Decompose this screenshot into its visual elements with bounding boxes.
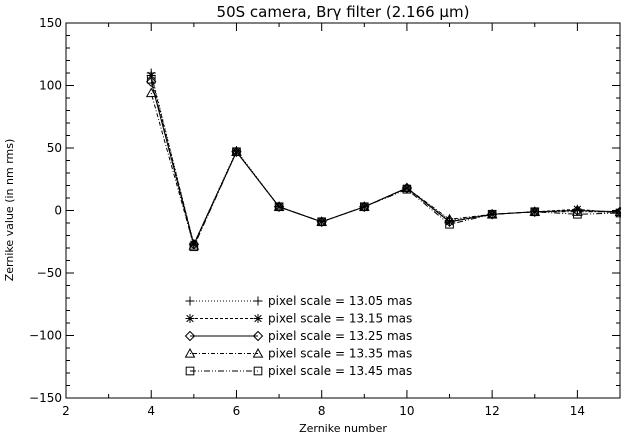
- y-tick-label: 150: [39, 16, 62, 30]
- data-point: [614, 206, 621, 216]
- data-point: [188, 239, 200, 250]
- axes: 2 4 6 8 10 12 14 −150 −100 −50 0 50 100 150: [29, 16, 620, 418]
- series-2: [146, 71, 621, 249]
- x-tick-label: 4: [147, 404, 155, 418]
- x-tick-label: 14: [570, 404, 585, 418]
- legend-label: pixel scale = 13.45 mas: [268, 364, 412, 378]
- data-point: [486, 209, 498, 220]
- data-point: [401, 182, 413, 194]
- data-point: [445, 219, 454, 229]
- y-tick-label: −100: [29, 329, 62, 343]
- series-line: [150, 75, 621, 246]
- x-axis-title: Zernike number: [299, 422, 387, 435]
- data-point: [615, 208, 621, 218]
- series-line: [150, 81, 621, 246]
- data-point: [614, 206, 621, 217]
- x-tick-label: 8: [318, 404, 326, 418]
- legend-item: pixel scale = 13.05 mas: [185, 294, 412, 308]
- chart-title: 50S camera, Brγ filter (2.166 μm): [217, 3, 470, 21]
- data-point: [146, 74, 156, 84]
- legend-marker: [253, 366, 263, 376]
- data-point: [572, 206, 583, 216]
- x-tick-label: 12: [485, 404, 500, 418]
- legend-marker: [185, 314, 195, 323]
- y-tick-label: −150: [29, 391, 62, 405]
- legend-marker: [253, 296, 263, 306]
- data-point: [232, 147, 241, 157]
- x-tick-label: 10: [399, 404, 414, 418]
- legend-marker: [252, 347, 264, 358]
- legend-marker: [184, 330, 196, 342]
- legend-marker: [252, 330, 264, 342]
- data-point: [573, 209, 582, 219]
- data-point: [274, 202, 284, 212]
- series-3: [146, 76, 621, 250]
- data-point: [273, 201, 285, 212]
- legend-marker: [253, 314, 263, 323]
- series-layer: [145, 68, 621, 252]
- data-point: [317, 217, 327, 227]
- legend-label: pixel scale = 13.35 mas: [268, 347, 412, 361]
- data-point: [145, 87, 157, 98]
- y-tick-label: 50: [47, 141, 62, 155]
- x-tick-label: 6: [233, 404, 241, 418]
- data-point: [402, 184, 412, 194]
- legend-marker: [184, 347, 196, 358]
- legend-label: pixel scale = 13.25 mas: [268, 329, 412, 343]
- data-point: [615, 208, 621, 218]
- legend-label: pixel scale = 13.15 mas: [268, 312, 412, 326]
- data-point: [359, 201, 370, 212]
- legend-marker: [185, 296, 195, 306]
- x-tick-label: 2: [62, 404, 70, 418]
- series-line: [150, 72, 621, 246]
- legend-item: pixel scale = 13.45 mas: [185, 364, 412, 378]
- legend-item: pixel scale = 13.35 mas: [184, 347, 412, 361]
- data-point: [189, 242, 199, 252]
- legend-item: pixel scale = 13.15 mas: [185, 312, 412, 326]
- y-tick-label: −50: [37, 266, 62, 280]
- series-5: [146, 74, 621, 252]
- legend-label: pixel scale = 13.05 mas: [268, 294, 412, 308]
- data-point: [529, 206, 540, 217]
- y-axis-title: Zernike value (in nm rms): [3, 139, 16, 282]
- data-point: [231, 146, 242, 157]
- y-tick-label: 0: [54, 204, 62, 218]
- series-line: [150, 79, 621, 249]
- legend-marker: [185, 366, 195, 376]
- series-4: [145, 87, 621, 250]
- data-point: [401, 182, 413, 193]
- data-point: [530, 207, 540, 217]
- data-point: [359, 202, 369, 212]
- legend: pixel scale = 13.05 mas pixel scale = 13.…: [184, 294, 412, 378]
- data-point: [444, 213, 455, 224]
- y-tick-label: 100: [39, 79, 62, 93]
- series-1: [146, 68, 621, 249]
- data-point: [487, 209, 497, 219]
- data-point: [572, 204, 582, 214]
- series-line: [150, 92, 620, 247]
- legend-item: pixel scale = 13.25 mas: [184, 329, 412, 343]
- data-point: [146, 76, 157, 87]
